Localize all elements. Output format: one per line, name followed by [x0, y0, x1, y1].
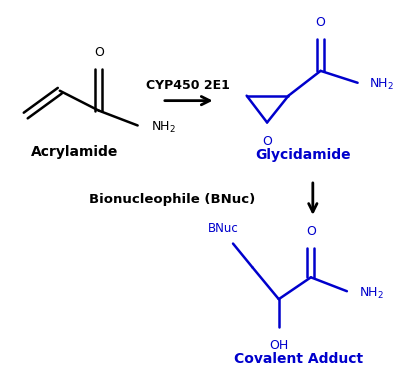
Text: O: O — [316, 16, 326, 29]
Text: Bionucleophile (BNuc): Bionucleophile (BNuc) — [88, 193, 255, 206]
Text: Covalent Adduct: Covalent Adduct — [234, 352, 363, 366]
Text: Glycidamide: Glycidamide — [255, 148, 351, 162]
Text: O: O — [262, 135, 272, 148]
Text: CYP450 2E1: CYP450 2E1 — [146, 79, 230, 92]
Text: OH: OH — [269, 339, 288, 352]
Text: NH$_2$: NH$_2$ — [358, 286, 384, 301]
Text: Acrylamide: Acrylamide — [31, 145, 118, 159]
Text: NH$_2$: NH$_2$ — [369, 77, 394, 92]
Text: BNuc: BNuc — [208, 222, 239, 235]
Text: NH$_2$: NH$_2$ — [151, 120, 176, 135]
Text: O: O — [94, 46, 104, 59]
Text: O: O — [306, 225, 316, 238]
